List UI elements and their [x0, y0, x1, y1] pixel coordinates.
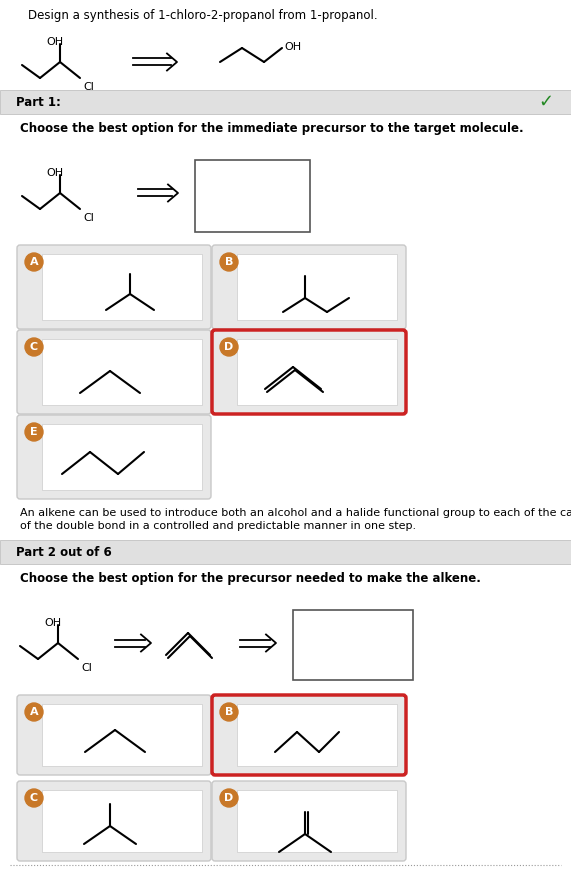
Text: of the double bond in a controlled and predictable manner in one step.: of the double bond in a controlled and p…: [20, 521, 416, 531]
Text: OH: OH: [118, 267, 135, 277]
Text: Cl: Cl: [83, 82, 94, 92]
Text: ✓: ✓: [538, 93, 553, 111]
Text: D: D: [224, 342, 234, 352]
Bar: [42, 254, 202, 320]
Text: O: O: [297, 802, 307, 812]
Text: Part 1:: Part 1:: [16, 96, 61, 109]
Text: OH: OH: [341, 725, 358, 735]
Bar: [237, 339, 397, 405]
Circle shape: [25, 789, 43, 807]
FancyBboxPatch shape: [17, 245, 211, 329]
Bar: [0, 540, 571, 564]
Text: Cl: Cl: [81, 663, 92, 673]
FancyBboxPatch shape: [212, 781, 406, 861]
Text: C: C: [30, 793, 38, 803]
Text: B: B: [225, 257, 233, 267]
Circle shape: [25, 703, 43, 721]
Circle shape: [220, 789, 238, 807]
Text: B: B: [225, 707, 233, 717]
Circle shape: [220, 338, 238, 356]
FancyBboxPatch shape: [17, 415, 211, 499]
Text: OH: OH: [45, 618, 62, 628]
Text: OH: OH: [284, 42, 301, 52]
Text: An alkene can be used to introduce both an alcohol and a halide functional group: An alkene can be used to introduce both …: [20, 508, 571, 518]
Circle shape: [25, 338, 43, 356]
Bar: [237, 790, 397, 852]
Text: C: C: [30, 342, 38, 352]
Text: Choose the best option for the precursor needed to make the alkene.: Choose the best option for the precursor…: [20, 572, 481, 585]
Text: A: A: [30, 707, 38, 717]
Text: D: D: [224, 793, 234, 803]
FancyBboxPatch shape: [212, 695, 406, 775]
Text: Part 2 out of 6: Part 2 out of 6: [16, 545, 112, 558]
Text: Choose the best option for the immediate precursor to the target molecule.: Choose the best option for the immediate…: [20, 122, 524, 135]
Text: Design a synthesis of 1-chloro-2-propanol from 1-propanol.: Design a synthesis of 1-chloro-2-propano…: [28, 9, 377, 22]
Bar: [42, 704, 202, 766]
Text: E: E: [30, 427, 38, 437]
FancyBboxPatch shape: [212, 330, 406, 414]
Text: OH: OH: [46, 37, 63, 47]
Bar: [237, 704, 397, 766]
Text: A: A: [30, 257, 38, 267]
Circle shape: [220, 703, 238, 721]
FancyBboxPatch shape: [17, 330, 211, 414]
Text: OH: OH: [46, 168, 63, 178]
Circle shape: [25, 423, 43, 441]
Bar: [0, 90, 571, 114]
Bar: [195, 160, 310, 232]
FancyBboxPatch shape: [17, 695, 211, 775]
Circle shape: [25, 253, 43, 271]
Bar: [293, 610, 413, 680]
Bar: [42, 424, 202, 490]
Text: Cl: Cl: [83, 213, 94, 223]
Text: Cl: Cl: [146, 446, 157, 456]
FancyBboxPatch shape: [212, 245, 406, 329]
Bar: [42, 790, 202, 852]
Bar: [237, 254, 397, 320]
Bar: [42, 339, 202, 405]
Circle shape: [220, 253, 238, 271]
FancyBboxPatch shape: [17, 781, 211, 861]
Text: OH: OH: [98, 796, 115, 806]
